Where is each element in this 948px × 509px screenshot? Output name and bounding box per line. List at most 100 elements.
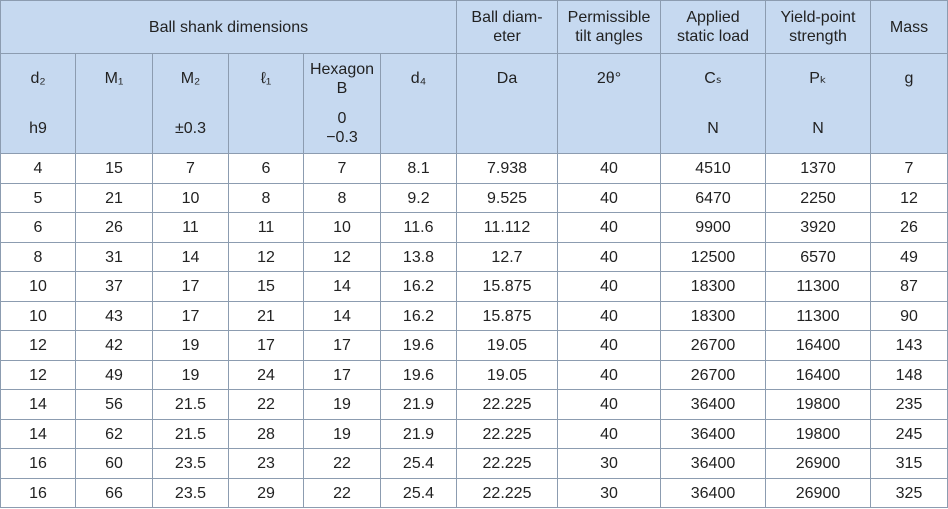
cell-value: 14	[333, 278, 351, 295]
column-symbol-cell: ℓ₁	[228, 53, 304, 154]
column-symbol-cell: M₁	[75, 53, 153, 154]
cell-value: 11.6	[403, 219, 434, 236]
table-cell: 12	[303, 242, 381, 272]
cell-value: 19800	[795, 396, 841, 413]
cell-value: 15	[257, 278, 275, 295]
cell-value: 15	[105, 160, 123, 177]
column-symbol-cell: 2θ°	[557, 53, 661, 154]
cell-value: 22	[333, 455, 351, 472]
cell-value: 8	[261, 189, 271, 207]
cell-value: 11	[182, 219, 199, 236]
cell-value: 22.225	[482, 396, 532, 413]
cell-value: 10	[29, 278, 47, 295]
table-cell: 16.2	[380, 301, 457, 331]
cell-value: 90	[900, 307, 918, 325]
cell-value: 16	[29, 455, 47, 472]
cell-value: 42	[105, 337, 123, 354]
cell-value: 22.225	[482, 425, 532, 443]
column-spec: −0.3	[326, 129, 358, 147]
table-cell: 22	[303, 478, 381, 508]
symbol-part: Cₛ	[704, 54, 722, 104]
column-symbol: d₂	[30, 70, 46, 88]
table-cell: 22	[228, 389, 304, 420]
cell-value: 26900	[795, 455, 841, 472]
column-symbol: Pₖ	[809, 70, 827, 88]
table-cell: 25.4	[380, 448, 457, 479]
table-cell: 40	[557, 389, 661, 420]
column-symbol: M₂	[180, 70, 201, 88]
cell-value: 22	[333, 484, 351, 502]
table-cell: 11.112	[456, 212, 558, 243]
table-cell: 36400	[660, 389, 766, 420]
table-cell: 40	[557, 419, 661, 449]
table-cell: 9900	[660, 212, 766, 243]
table-cell: 14	[303, 271, 381, 302]
table-cell: 12.7	[456, 242, 558, 272]
symbol-part: d₄	[411, 54, 426, 104]
table-cell: 3920	[765, 212, 871, 243]
cell-value: 6470	[695, 189, 731, 207]
table-cell: 56	[75, 389, 153, 420]
cell-value: 49	[900, 248, 918, 266]
cell-value: 10	[29, 307, 47, 325]
table-cell: 16400	[765, 360, 871, 390]
cell-value: 60	[105, 455, 123, 472]
table-cell: 7.938	[456, 153, 558, 184]
column-spec: h9	[29, 119, 47, 137]
cell-value: 16400	[795, 366, 841, 384]
column-title: static load	[676, 28, 750, 45]
table-cell: 11.6	[380, 212, 457, 243]
column-title: Yield-point	[780, 9, 856, 26]
cell-value: 16	[29, 484, 47, 502]
table-cell: 7	[152, 153, 229, 184]
table-cell: 14	[152, 242, 229, 272]
cell-value: 9900	[695, 219, 731, 236]
cell-value: 18300	[690, 307, 736, 325]
table-cell: 18300	[660, 271, 766, 302]
column-spec: 0	[337, 110, 347, 128]
cell-value: 15.875	[482, 278, 532, 295]
cell-value: 10	[333, 219, 351, 236]
column-symbol: g	[904, 70, 914, 88]
cell-value: 40	[600, 425, 618, 443]
table-cell: 7	[303, 153, 381, 184]
group-title: Ball shank dimensions	[148, 18, 309, 36]
cell-value: 13.8	[402, 248, 435, 266]
cell-value: 19	[181, 337, 200, 354]
table-cell: 19.05	[456, 330, 558, 361]
cell-value: 7.938	[486, 160, 528, 177]
table-cell: 11	[152, 212, 229, 243]
table-cell: 15.875	[456, 271, 558, 302]
cell-value: 22	[257, 396, 275, 413]
table-cell: 13.8	[380, 242, 457, 272]
symbol-part: 2θ°	[597, 54, 621, 104]
table-cell: 21	[75, 183, 153, 213]
table-cell: 26900	[765, 448, 871, 479]
table-cell: 9.525	[456, 183, 558, 213]
table-cell: 26	[870, 212, 948, 243]
table-cell: 245	[870, 419, 948, 449]
cell-value: 143	[895, 337, 923, 354]
cell-value: 23.5	[174, 455, 207, 472]
spec-part: N	[812, 104, 824, 154]
cell-value: 148	[895, 366, 923, 384]
table-cell: 17	[228, 330, 304, 361]
cell-value: 26900	[795, 484, 841, 502]
table-cell: 143	[870, 330, 948, 361]
table-cell: 11	[228, 212, 304, 243]
table-cell: 6570	[765, 242, 871, 272]
table-cell: 36400	[660, 419, 766, 449]
table-cell: 235	[870, 389, 948, 420]
cell-value: 19800	[795, 425, 841, 443]
column-symbol-cell: d₄	[380, 53, 457, 154]
cell-value: 40	[600, 307, 618, 325]
cell-value: 9.525	[486, 189, 528, 207]
table-cell: 12	[870, 183, 948, 213]
column-title: Ball diam-	[471, 9, 543, 26]
cell-value: 17	[181, 307, 200, 325]
table-cell: 7	[870, 153, 948, 184]
table-cell: 12	[228, 242, 304, 272]
cell-value: 26700	[690, 337, 736, 354]
table-cell: 37	[75, 271, 153, 302]
table-cell: 17	[303, 360, 381, 390]
